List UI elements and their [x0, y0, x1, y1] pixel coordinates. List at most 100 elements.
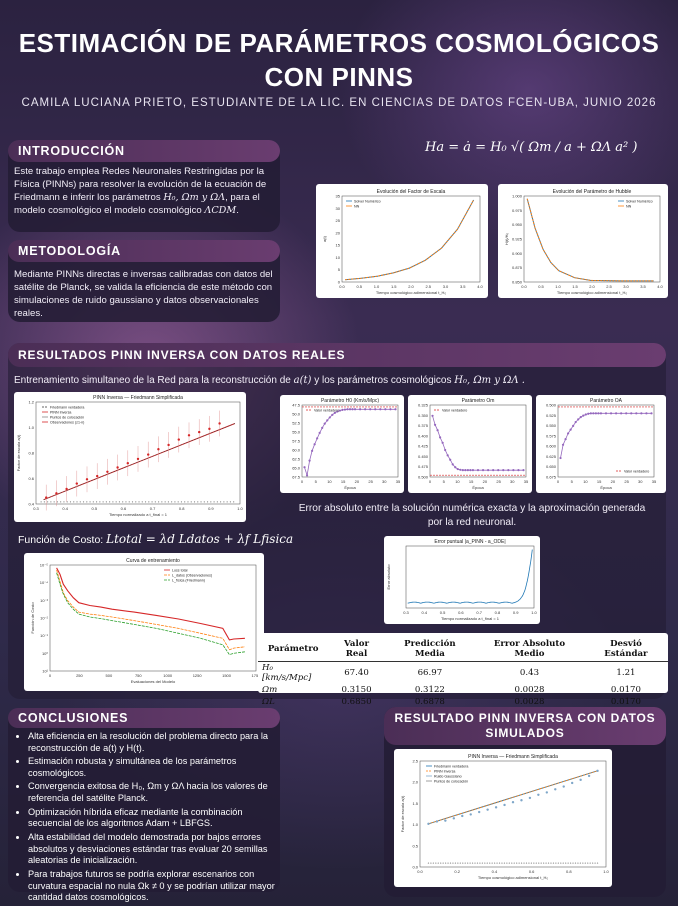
- legend-label: Valor verdadero: [314, 409, 339, 413]
- cell-pred: 66.97: [417, 668, 443, 678]
- collocation-point: [442, 862, 444, 864]
- collocation-point: [535, 862, 537, 864]
- data-point: [471, 469, 475, 472]
- y-axis-label: Función de Costo: [30, 602, 35, 634]
- x-tick-label: 1.0: [555, 284, 561, 289]
- collocation-point: [508, 862, 510, 864]
- collocation-point: [112, 501, 114, 503]
- collocation-point: [40, 501, 42, 503]
- authors-line: CAMILA LUCIANA PRIETO, ESTUDIANTE DE LA …: [21, 97, 657, 109]
- x-tick-label: 0: [301, 479, 304, 484]
- intro-text: Este trabajo emplea Redes Neuronales Res…: [14, 165, 276, 217]
- x-tick-label: 0.3: [33, 506, 39, 511]
- collocation-point: [109, 501, 111, 503]
- x-tick-label: 10: [455, 479, 460, 484]
- data-point: [451, 463, 454, 466]
- data-point: [456, 467, 459, 471]
- y-tick-label: 0.325: [418, 403, 429, 408]
- legend-label: Ruido Gaussiano: [434, 775, 462, 779]
- x-axis-label: Época: [344, 485, 356, 490]
- x-axis-label: Tiempo normalizado a t_final = 1: [109, 512, 168, 517]
- x-tick-label: 0.2: [454, 869, 460, 874]
- x-tick-label: 750: [135, 673, 142, 678]
- collocation-point: [206, 501, 209, 503]
- y-axis-label: Factor de escala a(t): [16, 434, 21, 471]
- cell-std: 0.0170: [610, 697, 641, 707]
- collocation-point: [525, 862, 528, 864]
- legend-label: Observaciones (z1-n): [50, 421, 84, 425]
- x-tick-label: 3.5: [460, 284, 466, 289]
- y-tick-label: 47.5: [292, 403, 301, 408]
- collocation-point: [102, 501, 104, 503]
- pinn-real-chart: PINN Inversa — Friedmann Simplificada 0.3…: [14, 392, 246, 522]
- x-tick-label: 15: [341, 479, 346, 484]
- cost-function: Función de Costo: Ltotal = λd Ldatos + λ…: [18, 532, 293, 546]
- x-tick-label: 250: [76, 673, 83, 678]
- y-tick-label: 20: [336, 230, 341, 235]
- collocation-point: [440, 862, 442, 864]
- data-point: [452, 817, 456, 820]
- pinn-line: [428, 770, 598, 825]
- data-point: [177, 438, 180, 441]
- error-text: Error absoluto entre la solución numéric…: [298, 503, 646, 528]
- data-point: [486, 808, 489, 811]
- data-point: [620, 412, 623, 415]
- data-point: [577, 418, 580, 421]
- resultados-subtitle: Entrenamiento simultaneo de la Red para …: [14, 375, 664, 386]
- data-point: [208, 427, 211, 431]
- th-err: Error Absoluto Medio: [475, 637, 584, 662]
- collocation-point: [574, 862, 577, 864]
- collocation-point: [520, 862, 523, 864]
- data-point: [635, 412, 638, 415]
- om-chart: Parámetro Om 0 5 10 15 20 25 30 35 0.500 0.475 0.45…: [408, 395, 532, 493]
- cost-label: Función de Costo:: [18, 534, 104, 546]
- data-point: [630, 412, 633, 415]
- collocation-point: [567, 862, 569, 864]
- collocation-point: [69, 501, 72, 503]
- x-tick-label: 0.8: [566, 869, 572, 874]
- x-tick-label: 0: [557, 479, 560, 484]
- plot-frame: [405, 545, 535, 609]
- error-curve: [407, 549, 533, 604]
- chart-title: PINN Inversa — Friedmann Simplificada: [93, 395, 183, 401]
- h0-chart: Parámetro H0 (Km/s/Mpc) 0 5 10 15 20 25 30 35 67.…: [280, 395, 404, 493]
- collocation-point: [151, 501, 153, 503]
- data-point: [477, 810, 481, 814]
- data-point: [579, 778, 582, 782]
- collocation-point: [177, 501, 179, 503]
- data-point: [503, 803, 506, 807]
- x-axis-label: Evaluaciones del Modelo: [131, 679, 176, 684]
- x-tick-label: 1750: [252, 673, 262, 678]
- data-point: [374, 408, 377, 411]
- data-point: [369, 408, 372, 411]
- loss-chart: Curva de entrenamiento 0 250 500 750 1000 1250…: [24, 553, 264, 691]
- x-axis-label: Tiempo cosmológico adimensional t_H₀: [478, 875, 549, 880]
- collocation-point: [148, 501, 150, 503]
- y-tick-label: 50.0: [292, 412, 301, 417]
- x-tick-label: 3.5: [640, 284, 646, 289]
- collocation-point: [584, 862, 586, 864]
- scale-factor-chart: Evolución del Factor de Escala 0.0 0.5 1.0 1…: [316, 184, 488, 298]
- data-point: [481, 469, 485, 472]
- collocation-point: [471, 862, 474, 864]
- x-tick-label: 3.0: [623, 284, 629, 289]
- data-point: [338, 409, 341, 412]
- cell-pred: 0.6878: [414, 697, 445, 707]
- data-point: [594, 412, 597, 415]
- data-point: [650, 412, 653, 415]
- collocation-point: [523, 862, 525, 864]
- y-tick-label: 0.600: [546, 444, 557, 449]
- collocation-point: [506, 862, 508, 864]
- plot-frame: [49, 564, 257, 672]
- intro-heading: INTRODUCCIÓN: [8, 140, 280, 162]
- resultados-subtitle-at: a(t): [293, 375, 312, 386]
- y-tick-label: 65.0: [292, 466, 301, 471]
- th-pred: Predicción Media: [384, 637, 476, 662]
- data-point: [359, 408, 362, 411]
- collocation-point: [50, 501, 52, 503]
- collocation-point: [516, 862, 518, 864]
- collocation-point: [474, 862, 476, 864]
- x-tick-label: 0.3: [403, 610, 409, 615]
- x-tick-label: 0.4: [422, 610, 428, 615]
- plot-frame: [419, 760, 607, 868]
